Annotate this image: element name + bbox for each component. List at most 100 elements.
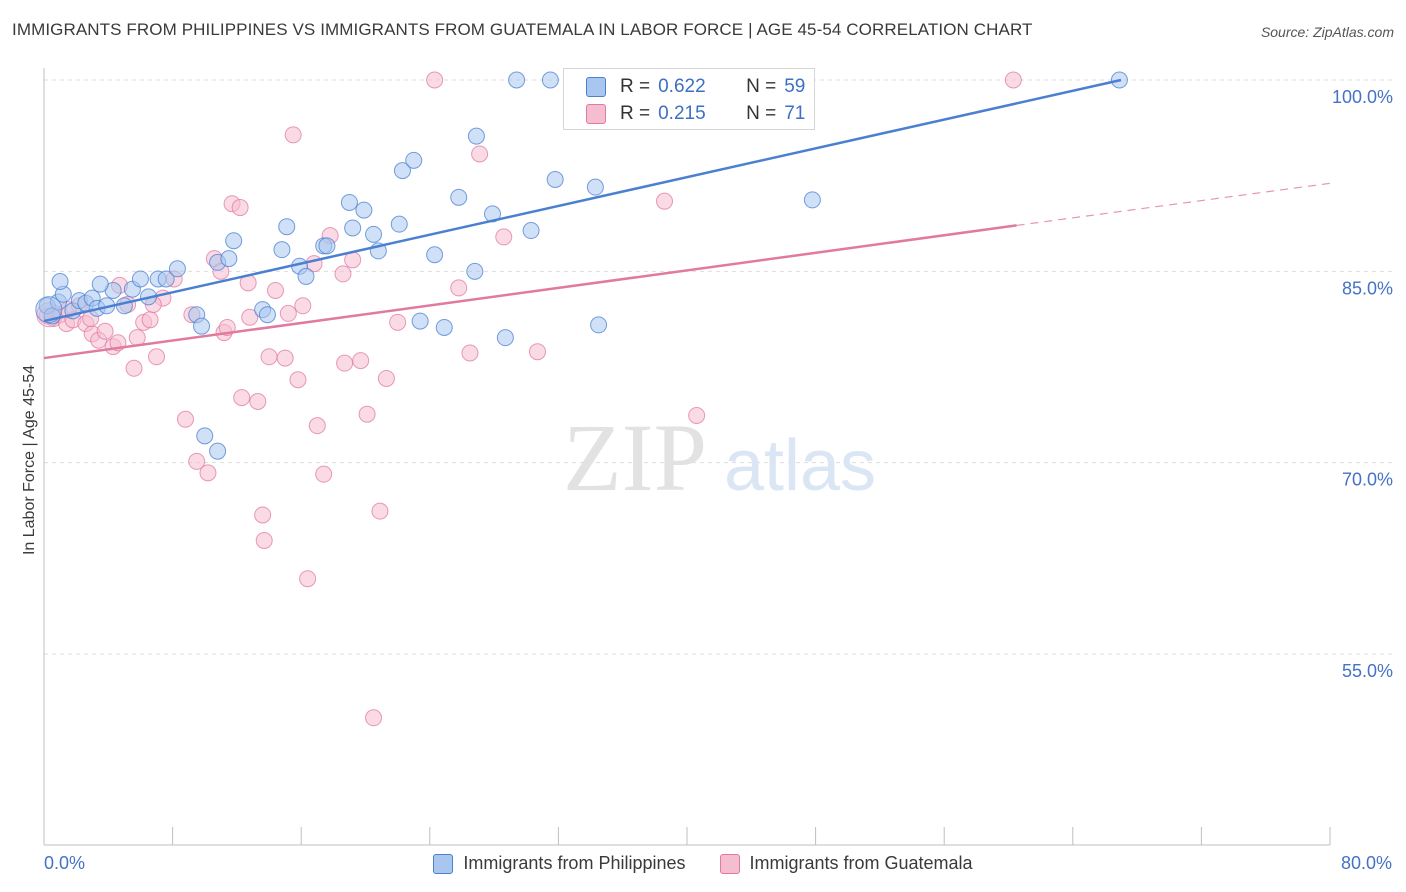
philippines-points — [35, 71, 1128, 460]
philippines-swatch — [586, 77, 606, 97]
r-value-philippines: 0.622 — [658, 76, 706, 97]
philippines-point — [344, 219, 362, 237]
guatemala-point — [371, 502, 389, 520]
legend: Immigrants from Philippines Immigrants f… — [0, 853, 1406, 874]
philippines-point — [157, 270, 175, 288]
guatemala-point — [284, 126, 302, 144]
guatemala-point — [233, 389, 251, 407]
legend-swatch-guatemala — [719, 853, 740, 874]
r-label: R = — [620, 76, 651, 97]
guatemala-point — [199, 464, 217, 482]
guatemala-point — [426, 71, 444, 89]
philippines-point — [586, 178, 604, 196]
legend-swatch-philippines — [433, 853, 454, 874]
philippines-point — [426, 246, 444, 264]
guatemala-point — [1004, 71, 1022, 89]
x-tick-label-min: 0.0% — [44, 853, 86, 873]
guatemala-point — [188, 452, 206, 470]
philippines-point — [340, 193, 358, 211]
legend-label-philippines: Immigrants from Philippines — [463, 853, 686, 873]
legend-item-philippines[interactable]: Immigrants from Philippines — [433, 853, 686, 874]
guatemala-point — [358, 405, 376, 423]
philippines-point — [220, 250, 238, 268]
guatemala-trend-extension — [1016, 182, 1331, 227]
r-value-guatemala: 0.215 — [658, 103, 706, 124]
philippines-point — [278, 218, 296, 236]
guatemala-point — [231, 199, 249, 217]
philippines-point — [193, 317, 211, 335]
watermark: ZIP atlas — [563, 404, 876, 511]
n-label: N = — [746, 103, 777, 124]
guatemala-point — [315, 465, 333, 483]
guatemala-point — [352, 352, 370, 370]
axes — [43, 68, 1331, 846]
philippines-point — [435, 318, 453, 336]
watermark-zip: ZIP — [563, 404, 707, 511]
guatemala-point — [529, 343, 547, 361]
philippines-point — [467, 127, 485, 145]
philippines-point — [51, 273, 69, 291]
philippines-point — [258, 306, 276, 324]
x-tick-label-max: 80.0% — [1340, 853, 1392, 873]
philippines-point — [115, 297, 133, 315]
guatemala-point — [96, 322, 114, 340]
guatemala-point — [294, 297, 312, 315]
guatemala-point — [389, 313, 407, 331]
guatemala-point — [450, 279, 468, 297]
y-tick-label: 85.0% — [1342, 278, 1393, 298]
philippines-point — [393, 162, 411, 180]
philippines-point — [522, 222, 540, 240]
philippines-trend-line — [43, 78, 1122, 323]
guatemala-point — [276, 349, 294, 367]
guatemala-point — [655, 192, 673, 210]
guatemala-point — [241, 308, 259, 326]
guatemala-point — [176, 410, 194, 428]
gridlines — [44, 79, 1392, 655]
y-tick-label: 55.0% — [1342, 661, 1393, 681]
guatemala-point — [141, 311, 159, 329]
y-tick-label: 70.0% — [1342, 470, 1393, 490]
philippines-point — [508, 71, 526, 89]
stats-row-philippines: R = 0.622 N = 59 — [586, 74, 805, 100]
philippines-point — [541, 71, 559, 89]
stats-row-guatemala: R = 0.215 N = 71 — [586, 101, 805, 127]
philippines-point — [355, 201, 373, 219]
guatemala-point — [688, 406, 706, 424]
guatemala-point — [299, 570, 317, 588]
legend-label-guatemala: Immigrants from Guatemala — [749, 853, 973, 873]
chart-title: IMMIGRANTS FROM PHILIPPINES VS IMMIGRANT… — [12, 20, 1033, 39]
philippines-point — [466, 262, 484, 280]
r-label: R = — [620, 103, 651, 124]
guatemala-point — [125, 359, 143, 377]
guatemala-points — [36, 71, 1022, 727]
philippines-point — [91, 275, 109, 293]
guatemala-point — [377, 369, 395, 387]
trend-lines — [43, 78, 1331, 360]
guatemala-point — [254, 506, 272, 524]
guatemala-point — [289, 371, 307, 389]
philippines-point — [196, 427, 214, 445]
guatemala-point — [249, 392, 267, 410]
philippines-point — [390, 215, 408, 233]
philippines-point — [225, 232, 243, 250]
guatemala-point — [461, 344, 479, 362]
guatemala-point — [336, 354, 354, 372]
watermark-atlas: atlas — [724, 426, 876, 506]
philippines-point — [318, 237, 336, 255]
philippines-point — [411, 312, 429, 330]
philippines-point — [365, 225, 383, 243]
guatemala-point — [365, 709, 383, 727]
guatemala-swatch — [586, 104, 606, 124]
philippines-point — [803, 191, 821, 209]
legend-item-guatemala[interactable]: Immigrants from Guatemala — [719, 853, 973, 874]
y-axis-label: In Labor Force | Age 45-54 — [21, 364, 38, 556]
source-credit: Source: ZipAtlas.com — [1260, 24, 1394, 40]
y-tick-labels: 55.0% 70.0% 85.0% 100.0% — [1332, 87, 1393, 681]
n-label: N = — [746, 76, 777, 97]
philippines-point — [168, 260, 186, 278]
guatemala-point — [260, 348, 278, 366]
philippines-point — [297, 267, 315, 285]
n-value-guatemala: 71 — [784, 103, 806, 124]
guatemala-point — [308, 417, 326, 435]
